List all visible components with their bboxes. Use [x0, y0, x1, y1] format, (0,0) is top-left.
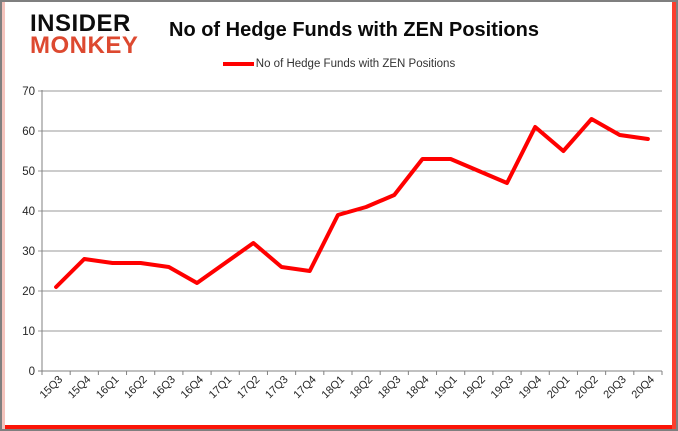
- y-axis-tick-label: 60: [22, 126, 35, 138]
- chart-legend: No of Hedge Funds with ZEN Positions: [2, 57, 676, 71]
- x-axis-category-label: 20Q3: [601, 374, 629, 402]
- x-axis-category-label: 18Q2: [348, 374, 376, 402]
- x-axis-category-label: 19Q1: [432, 374, 460, 402]
- x-axis-category-label: 16Q3: [150, 374, 178, 402]
- x-axis-category-label: 20Q2: [573, 374, 601, 402]
- y-axis-tick-label: 20: [22, 286, 35, 298]
- legend-line-swatch: [222, 62, 254, 66]
- x-axis-category-label: 15Q3: [38, 374, 66, 402]
- x-axis-category-label: 18Q1: [320, 374, 348, 402]
- series-line: [54, 117, 650, 289]
- x-axis-category-label: 19Q2: [460, 374, 488, 402]
- x-axis-category-label: 18Q3: [376, 374, 404, 402]
- y-axis-tick-label: 40: [22, 206, 35, 218]
- x-axis-category-label: 16Q1: [94, 374, 122, 402]
- x-axis-category-label: 19Q4: [517, 374, 545, 402]
- x-axis-category-label: 16Q4: [179, 374, 207, 402]
- logo-line-insider: INSIDER: [30, 10, 131, 37]
- y-axis-tick-label: 30: [22, 246, 35, 258]
- y-axis-tick-label: 50: [22, 166, 35, 178]
- x-axis-category-label: 17Q4: [291, 374, 319, 402]
- x-axis-category-label: 16Q2: [122, 374, 150, 402]
- x-axis-category-label: 17Q2: [235, 374, 263, 402]
- chart-title: No of Hedge Funds with ZEN Positions: [169, 19, 539, 41]
- y-axis-tick-label: 70: [22, 86, 35, 98]
- x-axis-category-label: 17Q3: [263, 374, 291, 402]
- legend-label: No of Hedge Funds with ZEN Positions: [255, 58, 456, 70]
- logo-line-monkey: MONKEY: [30, 32, 139, 60]
- x-axis-category-label: 20Q1: [545, 374, 573, 402]
- x-axis-category-label: 17Q1: [207, 374, 235, 402]
- y-axis-tick-label: 10: [22, 326, 35, 338]
- x-axis-category-label: 20Q4: [630, 374, 658, 402]
- insider-monkey-logo: INSIDER MONKEY: [30, 10, 139, 60]
- x-axis-category-label: 19Q3: [489, 374, 517, 402]
- x-axis-category-label: 15Q4: [66, 374, 94, 402]
- y-axis-tick-label: 0: [29, 366, 35, 378]
- x-axis-category-label: 18Q4: [404, 374, 432, 402]
